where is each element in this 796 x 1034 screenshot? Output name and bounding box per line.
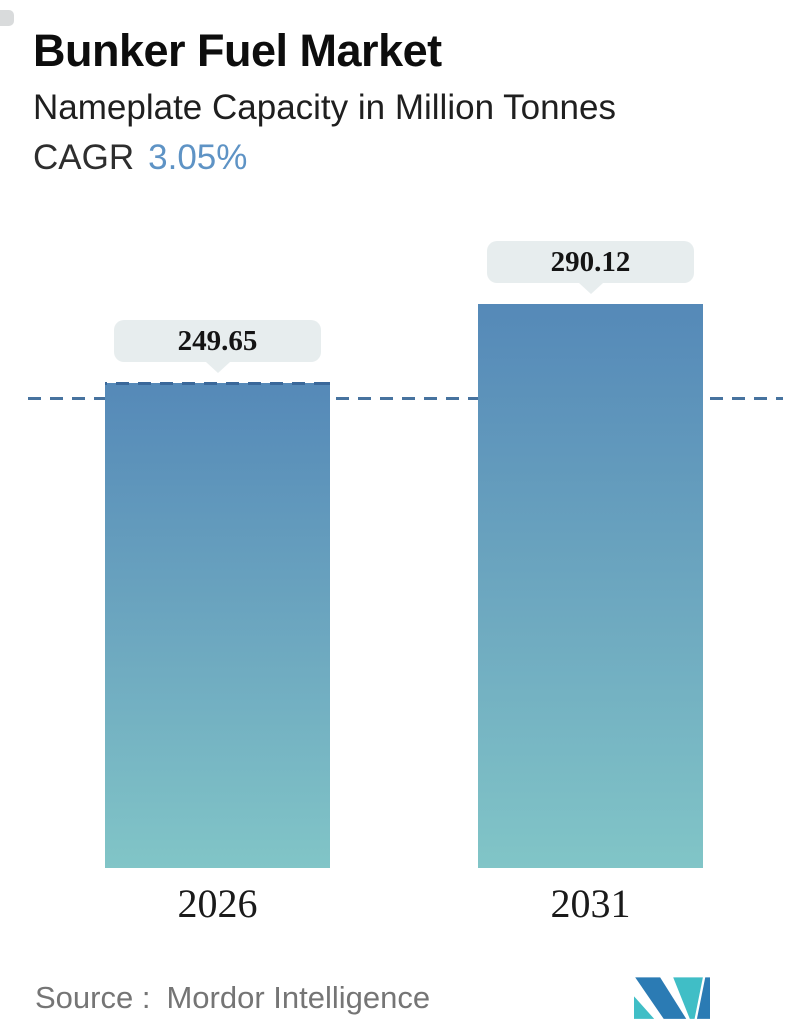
value-callout-2026: 249.65 bbox=[114, 320, 321, 373]
chart-footer: Source : Mordor Intelligence bbox=[0, 976, 796, 1019]
cagr-value: 3.05% bbox=[148, 138, 248, 177]
logo-blue-diagonal bbox=[635, 977, 687, 1019]
bar-2026 bbox=[105, 382, 330, 868]
bar-2031 bbox=[478, 304, 703, 868]
mordor-intelligence-logo bbox=[634, 977, 710, 1019]
logo-blue-right-wedge bbox=[696, 977, 710, 1019]
source-line: Source : Mordor Intelligence bbox=[35, 980, 430, 1016]
bar-row: 249.65 2026 290.12 2031 bbox=[0, 241, 796, 940]
dashed-notch-overlay bbox=[105, 382, 330, 385]
source-value: Mordor Intelligence bbox=[166, 979, 431, 1015]
x-axis-label-2026: 2026 bbox=[177, 881, 258, 926]
cropped-ui-fragment bbox=[0, 10, 14, 26]
x-axis-label-2031: 2031 bbox=[550, 881, 631, 926]
logo-teal-left-triangle bbox=[634, 996, 655, 1019]
value-label-2031: 290.12 bbox=[487, 241, 694, 283]
chart-header: Bunker Fuel Market Nameplate Capacity in… bbox=[0, 0, 796, 180]
callout-pointer-icon bbox=[578, 283, 603, 294]
bar-column-2026: 249.65 2026 bbox=[105, 320, 330, 940]
callout-pointer-icon bbox=[205, 362, 230, 373]
bar-column-2031: 290.12 2031 bbox=[478, 241, 703, 940]
value-callout-2031: 290.12 bbox=[487, 241, 694, 294]
cagr-row: CAGR 3.05% bbox=[33, 136, 796, 180]
page-title: Bunker Fuel Market bbox=[33, 25, 442, 76]
bar-chart: 249.65 2026 290.12 2031 bbox=[0, 241, 796, 940]
reference-dashed-line bbox=[28, 397, 783, 400]
value-label-2026: 249.65 bbox=[114, 320, 321, 362]
cagr-label: CAGR bbox=[33, 138, 135, 177]
logo-teal-right-wedge bbox=[673, 977, 703, 1019]
chart-subtitle: Nameplate Capacity in Million Tonnes bbox=[33, 88, 616, 127]
source-label: Source : bbox=[35, 979, 151, 1015]
